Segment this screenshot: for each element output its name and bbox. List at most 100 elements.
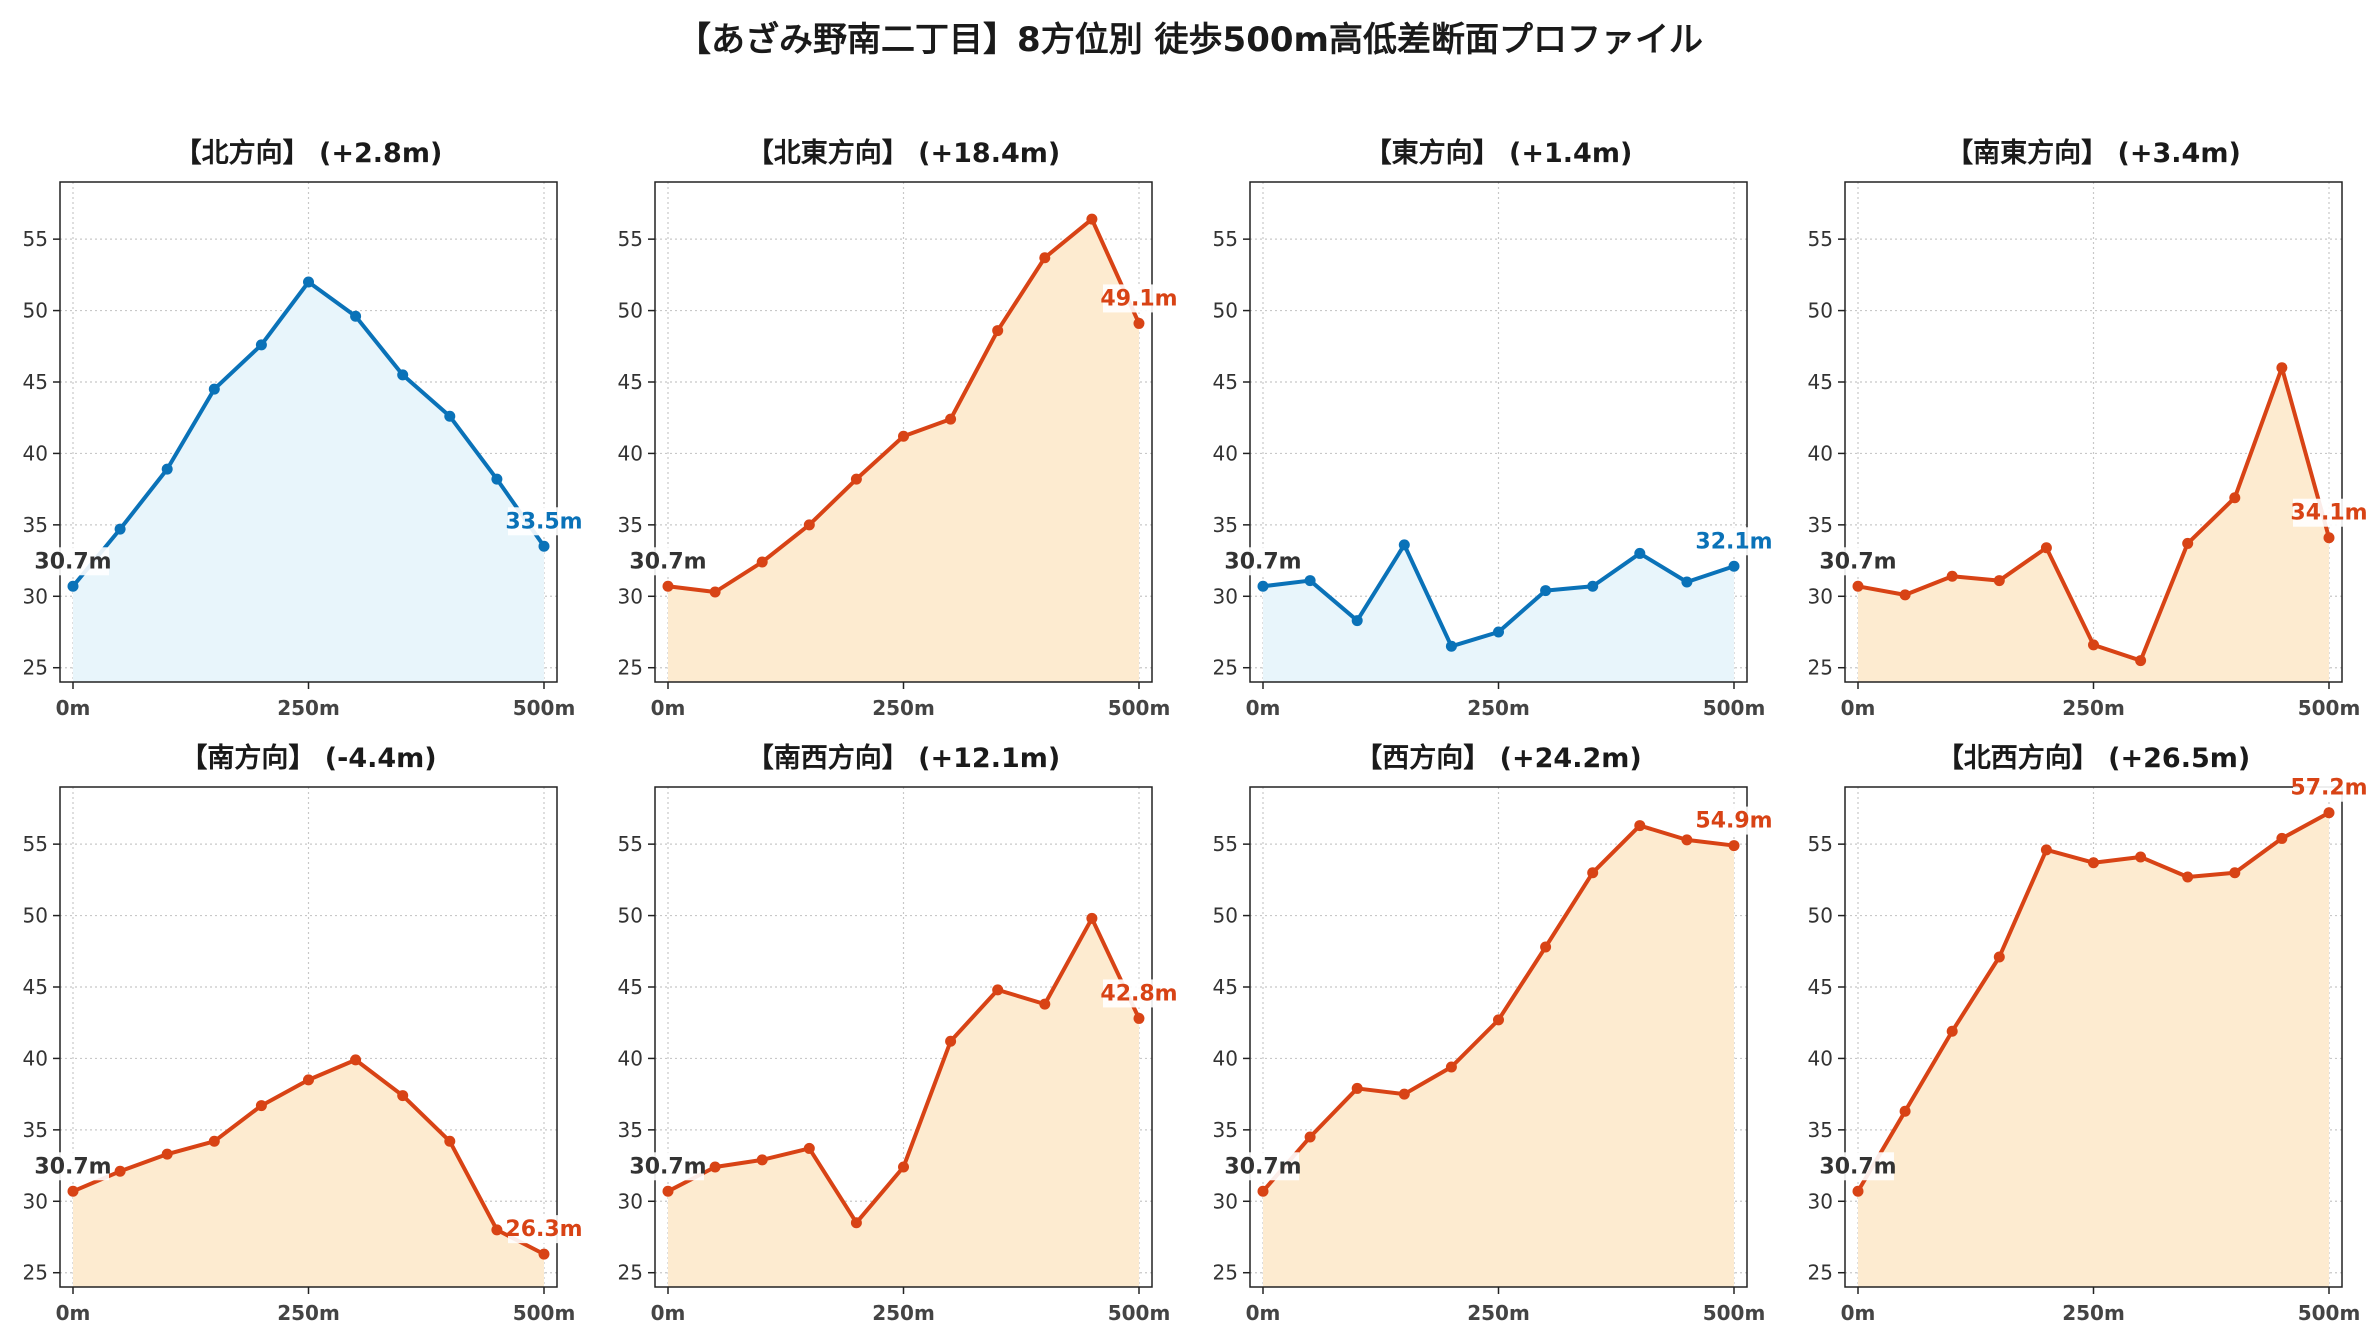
y-tick-label: 30 <box>618 1189 643 1213</box>
y-tick-label: 40 <box>23 441 48 465</box>
data-point <box>803 519 815 531</box>
data-point <box>1086 912 1098 924</box>
y-tick-label: 55 <box>1213 227 1238 251</box>
area-fill <box>1858 367 2329 682</box>
y-tick-label: 35 <box>1213 1118 1238 1142</box>
data-point <box>2323 807 2335 819</box>
end-label-bg <box>508 507 580 536</box>
data-point <box>255 1100 267 1112</box>
x-tick-label: 500m <box>1108 1301 1171 1325</box>
y-tick-label: 25 <box>23 656 48 680</box>
x-tick-label: 0m <box>56 696 91 720</box>
x-tick-label: 0m <box>1246 696 1281 720</box>
data-point <box>992 984 1004 996</box>
data-point <box>1351 615 1363 627</box>
data-point <box>350 1054 362 1066</box>
data-point <box>803 1142 815 1154</box>
data-point <box>1133 317 1145 329</box>
data-point <box>208 383 220 395</box>
start-label-bg <box>1822 1152 1894 1181</box>
subplot-2: 【東方向】 (+1.4m) 25 30 35 40 45 50 55 0m 250m 500m 30.… <box>1213 137 1773 720</box>
x-tick-label: 500m <box>1703 696 1766 720</box>
data-point <box>1899 589 1911 601</box>
x-tick-label: 250m <box>277 1301 340 1325</box>
y-tick-label: 40 <box>618 1046 643 1070</box>
subplot-5: 【南西方向】 (+12.1m) 25 30 35 40 45 50 55 0m 250m 500m 3… <box>618 742 1178 1325</box>
data-point <box>255 339 267 351</box>
area-fill <box>668 918 1139 1287</box>
data-point <box>2229 492 2241 504</box>
y-tick-label: 50 <box>618 299 643 323</box>
y-tick-label: 45 <box>1808 370 1833 394</box>
data-point <box>444 410 456 422</box>
data-point <box>67 1185 79 1197</box>
end-elevation-label: 26.3m <box>505 1217 582 1242</box>
data-point <box>1398 1088 1410 1100</box>
x-tick-label: 0m <box>1841 696 1876 720</box>
y-tick-label: 40 <box>1213 1046 1238 1070</box>
y-tick-label: 50 <box>1213 299 1238 323</box>
data-point <box>2182 537 2194 549</box>
data-point <box>1899 1105 1911 1117</box>
data-point <box>350 310 362 322</box>
subplot-title: 【北方向】 (+2.8m) <box>175 137 443 169</box>
y-tick-label: 55 <box>618 832 643 856</box>
data-point <box>67 580 79 592</box>
data-point <box>945 1035 957 1047</box>
y-tick-label: 25 <box>1213 656 1238 680</box>
y-tick-label: 30 <box>23 1189 48 1213</box>
y-tick-label: 25 <box>618 1261 643 1285</box>
start-label-bg <box>37 547 109 576</box>
data-point <box>2135 851 2147 863</box>
data-point <box>2276 362 2288 374</box>
data-point <box>2229 867 2241 879</box>
data-point <box>1852 580 1864 592</box>
x-tick-label: 0m <box>1841 1301 1876 1325</box>
data-point <box>397 369 409 381</box>
data-point <box>491 473 503 485</box>
data-point <box>1634 547 1646 559</box>
data-point <box>1304 1131 1316 1143</box>
y-tick-label: 45 <box>23 975 48 999</box>
data-point <box>114 523 126 535</box>
x-tick-label: 250m <box>2062 696 2125 720</box>
x-tick-label: 500m <box>1703 1301 1766 1325</box>
y-tick-label: 25 <box>618 656 643 680</box>
area-fill <box>1858 812 2329 1287</box>
x-tick-label: 500m <box>2298 1301 2361 1325</box>
y-tick-label: 30 <box>1213 584 1238 608</box>
subplot-7: 【北西方向】 (+26.5m) 25 30 35 40 45 50 55 0m 250m 500m 3… <box>1808 742 2368 1325</box>
y-tick-label: 45 <box>1808 975 1833 999</box>
data-point <box>1946 1025 1958 1037</box>
start-elevation-label: 30.7m <box>629 549 706 574</box>
data-point <box>161 1148 173 1160</box>
data-point <box>161 463 173 475</box>
y-tick-label: 50 <box>1808 904 1833 928</box>
y-tick-label: 45 <box>23 370 48 394</box>
data-point <box>945 413 957 425</box>
figure-title: 【あざみ野南二丁目】8方位別 徒歩500m高低差断面プロファイル <box>677 20 1703 60</box>
end-elevation-label: 42.8m <box>1100 981 1177 1006</box>
y-tick-label: 40 <box>618 441 643 465</box>
data-point <box>1946 570 1958 582</box>
x-tick-label: 0m <box>56 1301 91 1325</box>
y-tick-label: 55 <box>23 832 48 856</box>
end-elevation-label: 34.1m <box>2290 501 2367 526</box>
end-elevation-label: 33.5m <box>505 509 582 534</box>
data-point <box>2182 871 2194 883</box>
data-point <box>709 586 721 598</box>
x-tick-label: 250m <box>2062 1301 2125 1325</box>
data-point <box>1133 1012 1145 1024</box>
data-point <box>1257 580 1269 592</box>
data-point <box>1728 840 1740 852</box>
end-label-bg <box>1103 979 1175 1008</box>
data-point <box>1351 1082 1363 1094</box>
subplot-title: 【南西方向】 (+12.1m) <box>747 742 1060 774</box>
data-point <box>850 1217 862 1229</box>
subplot-title: 【北西方向】 (+26.5m) <box>1937 742 2250 774</box>
y-tick-label: 25 <box>1808 1261 1833 1285</box>
y-tick-label: 50 <box>23 299 48 323</box>
y-tick-label: 55 <box>618 227 643 251</box>
data-point <box>1304 575 1316 587</box>
subplot-title: 【西方向】 (+24.2m) <box>1355 742 1641 774</box>
